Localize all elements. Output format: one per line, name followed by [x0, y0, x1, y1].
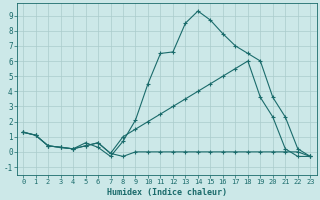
X-axis label: Humidex (Indice chaleur): Humidex (Indice chaleur)	[107, 188, 227, 197]
